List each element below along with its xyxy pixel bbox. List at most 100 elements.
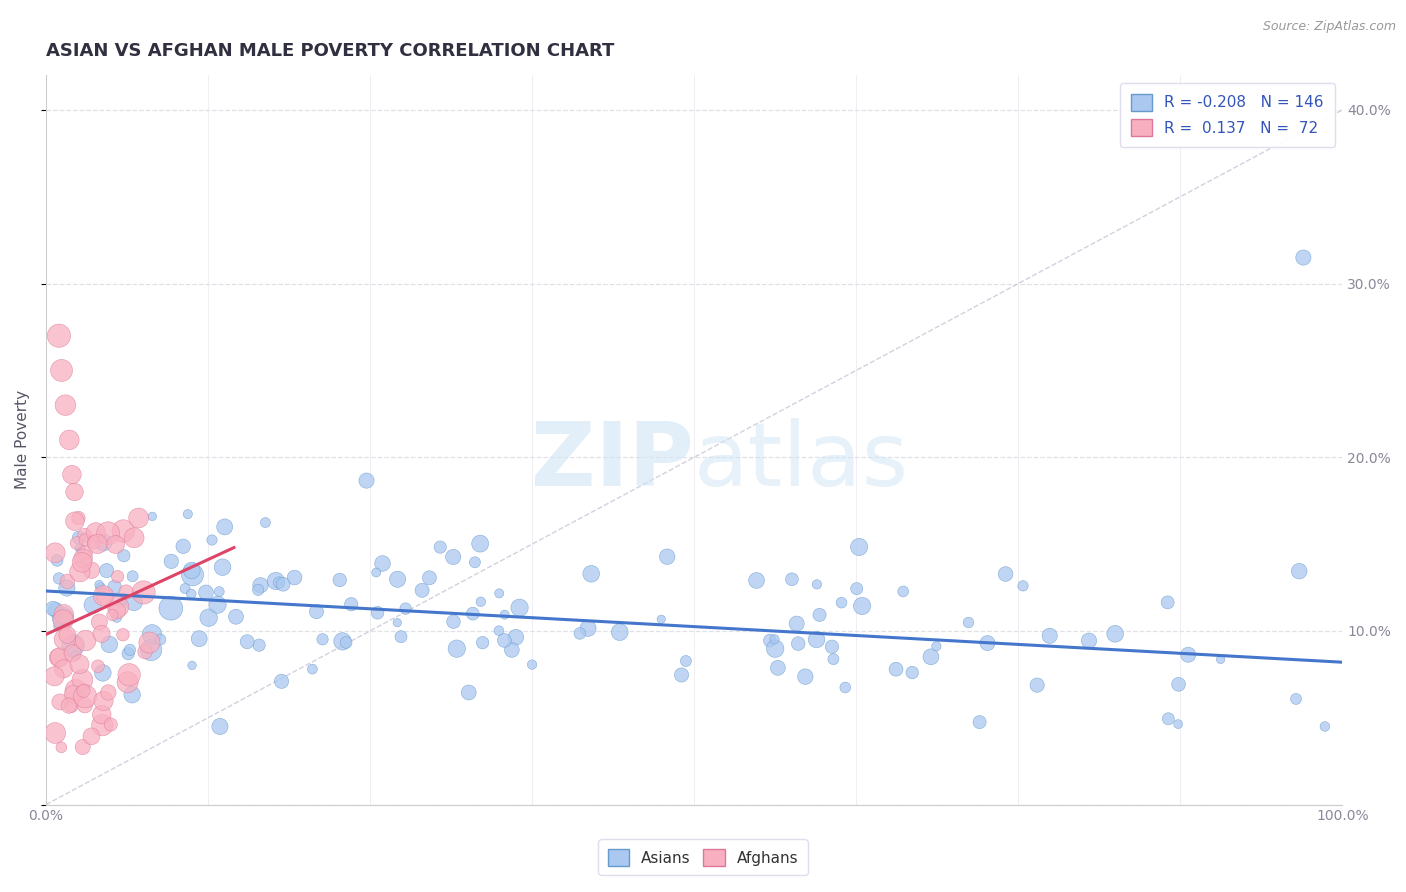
Point bbox=[105, 604, 128, 618]
Point bbox=[62, 639, 84, 653]
Point bbox=[188, 632, 211, 646]
Point bbox=[332, 634, 354, 648]
Point bbox=[56, 574, 79, 589]
Point bbox=[366, 566, 388, 580]
Point bbox=[89, 615, 111, 629]
Point bbox=[122, 595, 145, 609]
Point bbox=[73, 698, 96, 713]
Point bbox=[93, 535, 115, 549]
Point bbox=[122, 531, 145, 545]
Point bbox=[891, 584, 914, 599]
Point bbox=[301, 662, 323, 676]
Point bbox=[115, 585, 138, 599]
Point bbox=[208, 584, 231, 599]
Point bbox=[75, 633, 97, 648]
Point bbox=[461, 607, 484, 621]
Point bbox=[69, 565, 91, 579]
Text: ASIAN VS AFGHAN MALE POVERTY CORRELATION CHART: ASIAN VS AFGHAN MALE POVERTY CORRELATION… bbox=[46, 42, 614, 60]
Point bbox=[69, 657, 91, 672]
Point bbox=[389, 630, 412, 644]
Point bbox=[66, 536, 89, 550]
Point bbox=[93, 590, 115, 604]
Point bbox=[501, 643, 523, 657]
Point bbox=[118, 643, 141, 657]
Point bbox=[650, 612, 672, 626]
Point bbox=[745, 574, 768, 588]
Point bbox=[160, 601, 183, 615]
Point bbox=[270, 674, 292, 689]
Point bbox=[97, 526, 120, 541]
Point bbox=[138, 635, 160, 649]
Point bbox=[1285, 692, 1308, 706]
Point bbox=[65, 683, 87, 698]
Point bbox=[994, 567, 1017, 582]
Point bbox=[69, 541, 91, 556]
Point bbox=[42, 601, 65, 615]
Point bbox=[957, 615, 980, 630]
Point bbox=[808, 607, 831, 622]
Point bbox=[1288, 564, 1310, 578]
Point bbox=[181, 658, 204, 673]
Point bbox=[149, 632, 172, 647]
Point bbox=[132, 585, 155, 599]
Point bbox=[831, 596, 853, 610]
Point bbox=[271, 577, 294, 591]
Point bbox=[657, 549, 679, 564]
Point bbox=[429, 540, 451, 554]
Point bbox=[851, 599, 873, 613]
Point bbox=[1313, 719, 1336, 733]
Point bbox=[283, 570, 305, 584]
Point bbox=[52, 613, 75, 627]
Point bbox=[87, 659, 110, 673]
Point bbox=[98, 637, 121, 651]
Point bbox=[1078, 633, 1101, 648]
Point bbox=[174, 582, 197, 596]
Point bbox=[794, 670, 817, 684]
Point bbox=[356, 474, 378, 488]
Point bbox=[73, 546, 96, 560]
Point bbox=[1209, 652, 1232, 666]
Point bbox=[225, 609, 247, 624]
Point bbox=[51, 740, 73, 755]
Point bbox=[976, 636, 998, 650]
Point bbox=[464, 555, 486, 569]
Point bbox=[1167, 717, 1189, 731]
Y-axis label: Male Poverty: Male Poverty bbox=[15, 391, 30, 490]
Point bbox=[766, 661, 789, 675]
Point bbox=[387, 572, 409, 586]
Point bbox=[394, 601, 416, 615]
Point bbox=[925, 640, 948, 654]
Point bbox=[181, 567, 204, 582]
Legend: Asians, Afghans: Asians, Afghans bbox=[599, 839, 807, 875]
Point bbox=[111, 628, 134, 642]
Point bbox=[446, 641, 468, 656]
Point bbox=[141, 509, 163, 524]
Point bbox=[823, 652, 845, 666]
Point bbox=[49, 695, 72, 709]
Point bbox=[93, 589, 115, 603]
Point bbox=[763, 641, 786, 656]
Point bbox=[884, 662, 907, 676]
Point bbox=[117, 647, 139, 661]
Point bbox=[568, 626, 591, 640]
Point bbox=[104, 580, 127, 594]
Point bbox=[107, 569, 129, 583]
Point bbox=[72, 551, 94, 566]
Point bbox=[75, 533, 97, 547]
Point bbox=[121, 688, 143, 702]
Point bbox=[141, 627, 163, 641]
Point bbox=[806, 577, 828, 591]
Point bbox=[177, 507, 200, 521]
Point bbox=[457, 685, 479, 699]
Point bbox=[70, 555, 93, 569]
Point bbox=[91, 718, 114, 732]
Point bbox=[48, 328, 70, 343]
Point bbox=[269, 575, 291, 590]
Point bbox=[56, 628, 79, 642]
Point bbox=[90, 707, 112, 722]
Point bbox=[107, 599, 129, 614]
Point bbox=[1156, 595, 1178, 609]
Point bbox=[806, 632, 828, 647]
Point bbox=[1104, 627, 1126, 641]
Point bbox=[367, 606, 389, 620]
